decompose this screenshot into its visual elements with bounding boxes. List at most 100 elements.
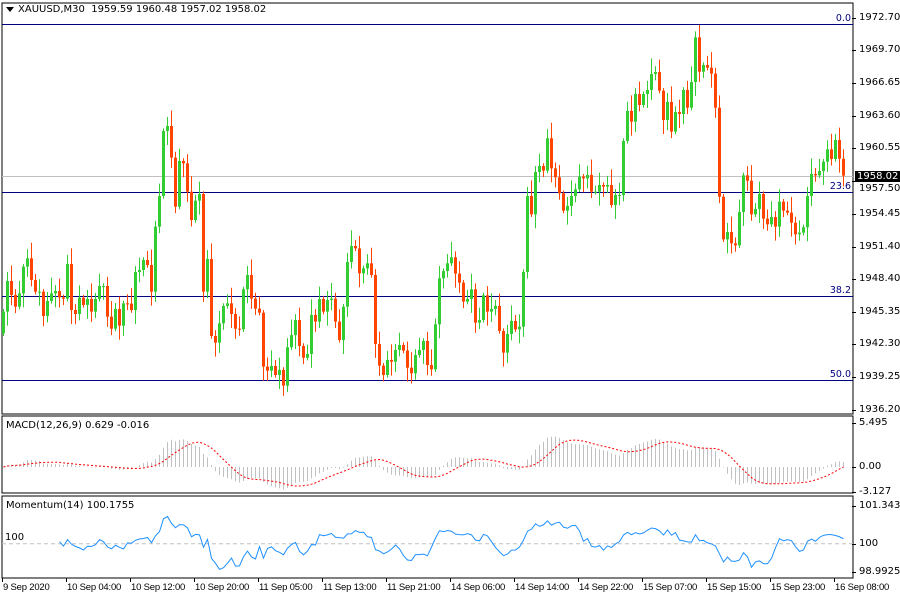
candle-body xyxy=(370,263,373,276)
bull-candle xyxy=(2,308,5,337)
time-tick xyxy=(386,578,387,582)
bear-candle xyxy=(410,352,413,384)
price-tick-label: 1963.60 xyxy=(859,109,900,121)
price-series xyxy=(2,24,853,396)
candle-body xyxy=(746,175,749,181)
bull-candle xyxy=(618,182,621,206)
bull-candle xyxy=(362,265,365,284)
candle-body xyxy=(398,345,401,350)
bull-candle xyxy=(78,285,81,321)
time-tick xyxy=(578,578,579,582)
indicator-tick-label: 100 xyxy=(859,537,879,549)
candle-body xyxy=(818,171,821,176)
bull-candle xyxy=(138,257,141,283)
candle-body xyxy=(678,111,681,115)
bear-candle xyxy=(722,194,725,243)
candle-body xyxy=(150,265,153,292)
price-tick xyxy=(852,279,856,280)
candle-body xyxy=(130,303,133,311)
candle-body xyxy=(38,291,41,293)
bull-candle xyxy=(778,189,781,237)
bear-candle xyxy=(830,133,833,166)
time-tick xyxy=(642,578,643,582)
dropdown-triangle-icon[interactable] xyxy=(6,6,14,12)
candle-body xyxy=(246,275,249,290)
candle-body xyxy=(226,303,229,306)
candle-body xyxy=(454,257,457,274)
bull-candle xyxy=(674,106,677,135)
time-tick xyxy=(706,578,707,582)
candle-body xyxy=(542,165,545,171)
candle-body xyxy=(734,243,737,246)
time-tick-label: 10 Sep 20:00 xyxy=(195,582,250,593)
bull-candle xyxy=(614,189,617,219)
candle-body xyxy=(362,268,365,274)
candle-body xyxy=(386,359,389,375)
candle-body xyxy=(562,193,565,211)
bear-candle xyxy=(542,163,545,178)
candle-body xyxy=(642,94,645,105)
bull-candle xyxy=(694,31,697,96)
candle-body xyxy=(26,258,29,267)
bear-candle xyxy=(678,99,681,128)
bull-candle xyxy=(822,159,825,186)
bull-candle xyxy=(198,181,201,215)
time-tick-label: 15 Sep 07:00 xyxy=(643,582,698,593)
candle-body xyxy=(378,343,381,366)
candle-body xyxy=(802,227,805,233)
candle-body xyxy=(670,101,673,132)
candle-body xyxy=(78,297,81,314)
candle-body xyxy=(838,140,841,159)
candle-body xyxy=(766,218,769,225)
price-tick-label: 1969.70 xyxy=(859,44,900,56)
candle-body xyxy=(546,138,549,171)
candle-body xyxy=(654,72,657,74)
candle-body xyxy=(466,298,469,302)
candle-body xyxy=(230,303,233,314)
candle-body xyxy=(54,291,57,294)
candle-body xyxy=(134,271,137,311)
candle-body xyxy=(194,200,197,221)
bear-candle xyxy=(202,191,205,302)
candle-body xyxy=(606,185,609,187)
candle-body xyxy=(822,161,825,172)
indicator-tick xyxy=(852,572,856,573)
candle-body xyxy=(238,328,241,330)
bear-candle xyxy=(782,198,785,218)
candle-body xyxy=(638,94,641,105)
bear-candle xyxy=(42,288,45,327)
bear-candle xyxy=(146,250,149,268)
bull-candle xyxy=(346,252,349,317)
candle-body xyxy=(814,173,817,176)
candle-body xyxy=(90,298,93,312)
momentum-level-label: 100 xyxy=(5,532,25,543)
bear-candle xyxy=(230,287,233,328)
bear-candle xyxy=(298,307,301,357)
candle-body xyxy=(266,366,269,371)
indicator-tick xyxy=(852,506,856,507)
price-tick xyxy=(852,116,856,117)
bear-candle xyxy=(130,288,133,313)
candle-body xyxy=(190,191,193,221)
bull-candle xyxy=(482,292,485,323)
chart-title: XAUUSD,M30 1959.59 1960.48 1957.02 1958.… xyxy=(6,4,266,16)
candle-body xyxy=(666,101,669,121)
candle-body xyxy=(790,212,793,223)
candle-body xyxy=(630,111,633,122)
indicator-tick xyxy=(852,544,856,545)
price-tick-label: 1939.25 xyxy=(859,371,900,383)
price-tick-label: 1948.40 xyxy=(859,272,900,284)
candle-body xyxy=(330,298,333,301)
candle-body xyxy=(414,355,417,374)
time-tick-label: 11 Sep 05:00 xyxy=(259,582,313,593)
candle-body xyxy=(22,266,25,294)
ohlc-open: 1959.59 xyxy=(91,4,133,15)
bull-candle xyxy=(642,91,645,108)
candle-body xyxy=(178,160,181,207)
bear-candle xyxy=(562,190,565,214)
bull-candle xyxy=(158,183,161,234)
bear-candle xyxy=(186,154,189,202)
candle-body xyxy=(290,335,293,348)
bull-candle xyxy=(654,66,657,81)
